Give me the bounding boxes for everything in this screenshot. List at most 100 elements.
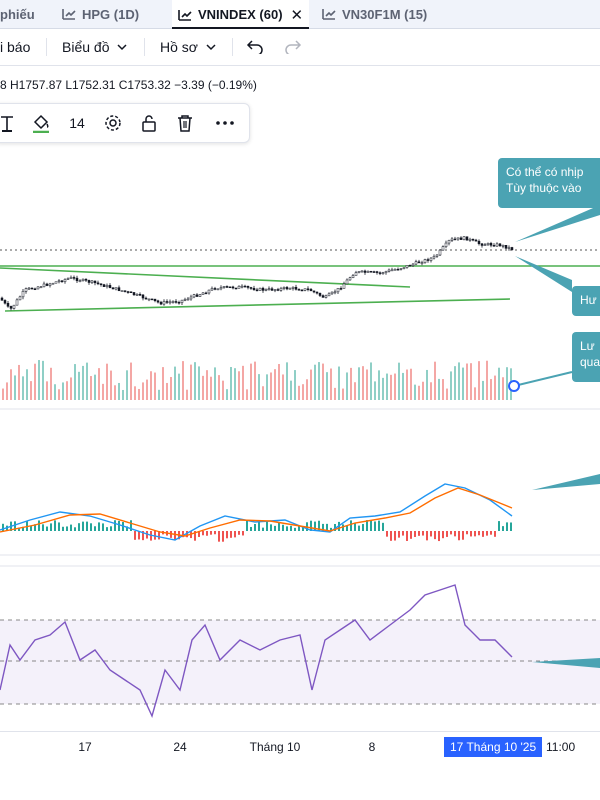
text-icon[interactable]: [0, 111, 19, 135]
volume-bar: [478, 361, 480, 400]
candle-body: [507, 247, 511, 249]
candle-body: [237, 285, 241, 289]
redo-button[interactable]: [284, 29, 302, 65]
volume-bar: [234, 368, 236, 400]
volume-bar: [366, 369, 368, 400]
profile-menu-button[interactable]: Hồ sơ: [160, 29, 216, 65]
macd-histogram-bar: [418, 531, 420, 536]
callout-note-3[interactable]: Lư qua: [572, 332, 600, 382]
volume-bar: [358, 367, 360, 400]
volume-bar: [114, 385, 116, 400]
candle-body: [351, 275, 355, 278]
callout-text: Lư: [580, 339, 595, 353]
close-tab-icon[interactable]: ✕: [290, 6, 304, 24]
volume-bar: [2, 388, 4, 400]
volume-bar: [254, 361, 256, 400]
candle-body: [105, 285, 109, 287]
time-axis[interactable]: 17 24 Tháng 10 8 17 Tháng 10 '25 11:00: [0, 731, 600, 762]
volume-bar: [70, 377, 72, 400]
candle-body: [450, 238, 454, 241]
candle-body: [93, 280, 97, 284]
volume-bar: [134, 386, 136, 400]
tab-hpg[interactable]: HPG (1D): [62, 0, 139, 28]
tab-watchlist[interactable]: phiếu: [0, 0, 35, 28]
candle-body: [27, 287, 31, 290]
macd-histogram-bar: [126, 526, 128, 531]
tab-label: phiếu: [0, 6, 35, 22]
candle-body: [306, 288, 310, 290]
upper-trendline[interactable]: [0, 267, 411, 288]
candle-body: [480, 243, 484, 246]
undo-button[interactable]: [246, 29, 264, 65]
candle-body: [276, 289, 280, 291]
volume-bar: [190, 364, 192, 400]
candle-body: [456, 237, 460, 240]
trash-icon[interactable]: [173, 111, 197, 135]
paint-bucket-icon[interactable]: [29, 111, 53, 135]
callout-text: Tùy thuộc vào: [506, 181, 582, 195]
macd-histogram-bar: [390, 531, 392, 541]
callout-note-1[interactable]: Có thể có nhịp Tùy thuộc vào: [498, 158, 600, 208]
candle-body: [426, 259, 430, 261]
price-chart[interactable]: [0, 66, 600, 731]
candle-body: [402, 267, 406, 269]
unlock-icon[interactable]: [137, 111, 161, 135]
chart-menu-button[interactable]: Biểu đồ: [62, 29, 128, 65]
candle-body: [123, 290, 127, 292]
candle-body: [165, 301, 169, 303]
candle-body: [393, 268, 397, 271]
volume-bar: [310, 369, 312, 400]
candle-body: [387, 269, 391, 272]
macd-histogram-bar: [134, 531, 136, 540]
macd-histogram-bar: [230, 531, 232, 538]
macd-histogram-bar: [218, 531, 220, 542]
candle-body: [300, 289, 304, 292]
volume-bar: [82, 365, 84, 400]
volume-bar: [374, 381, 376, 400]
time-tick: Tháng 10: [249, 740, 301, 754]
macd-histogram-bar: [370, 520, 372, 531]
tab-vn30f1m[interactable]: VN30F1M (15): [322, 0, 427, 28]
candle-body: [282, 287, 286, 289]
more-icon[interactable]: [213, 111, 237, 135]
candle-body: [117, 287, 121, 291]
volume-bar: [322, 363, 324, 400]
time-tick: 24: [173, 740, 187, 754]
callout-note-2[interactable]: Hư: [572, 286, 600, 316]
macd-histogram-bar: [434, 531, 436, 540]
volume-bar: [222, 380, 224, 400]
macd-histogram-bar: [330, 527, 332, 531]
volume-bar: [138, 388, 140, 400]
candle-body: [462, 236, 466, 240]
top-toolbar: i báo Biểu đồ Hồ sơ: [0, 29, 600, 66]
lower-trendline[interactable]: [4, 298, 511, 312]
candle-body: [225, 286, 229, 288]
anchor-handle[interactable]: [508, 380, 520, 392]
tab-vnindex[interactable]: VNINDEX (60) ✕: [172, 0, 310, 29]
candle-body: [87, 280, 91, 283]
tab-label: VNINDEX (60): [198, 7, 283, 22]
candle-body: [45, 283, 49, 286]
gear-icon[interactable]: [101, 111, 125, 135]
font-size-value[interactable]: 14: [69, 115, 85, 131]
alert-button[interactable]: i báo: [0, 29, 30, 65]
candle-body: [285, 287, 289, 290]
volume-bar: [306, 379, 308, 400]
macd-histogram-bar: [326, 523, 328, 531]
time-label: 11:00: [546, 740, 576, 754]
candle-body: [96, 282, 100, 285]
candle-body: [324, 295, 328, 298]
macd-histogram-bar: [214, 531, 216, 535]
candle-body: [210, 288, 214, 291]
volume-bar: [454, 366, 456, 400]
candle-body: [33, 288, 37, 291]
volume-bar: [490, 379, 492, 400]
volume-bar: [502, 377, 504, 400]
volume-bar: [142, 382, 144, 400]
candle-body: [267, 288, 271, 290]
macd-histogram-bar: [54, 520, 56, 531]
volume-bar: [338, 366, 340, 400]
candle-body: [366, 271, 370, 273]
macd-histogram-bar: [502, 526, 504, 531]
candle-body: [171, 301, 175, 303]
